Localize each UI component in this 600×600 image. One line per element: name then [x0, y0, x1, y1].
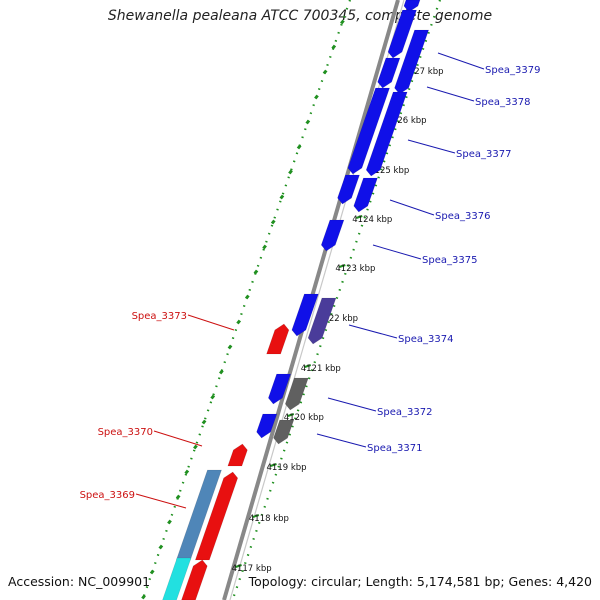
- gene-bar-spea-3376[interactable]: [337, 174, 360, 205]
- gene-labels: Spea_3379 Spea_3378 Spea_3377 Spea_3376 Spea…: [80, 65, 541, 501]
- kbp-tick: [270, 463, 277, 467]
- gene-bar-cyan[interactable]: [162, 557, 192, 600]
- leader-line: [389, 199, 435, 216]
- ruler-dash: [305, 119, 311, 125]
- gene-bar[interactable]: [353, 177, 378, 213]
- ruler-dash: [158, 544, 164, 550]
- kbp-tick-label: 4119 kbp: [267, 463, 307, 473]
- ruler-dash: [218, 369, 224, 375]
- ruler-dash: [244, 294, 250, 300]
- kbp-tick: [339, 264, 346, 268]
- ruler-dash: [322, 69, 328, 75]
- ruler-dash: [253, 269, 259, 275]
- kbp-tick: [252, 514, 260, 518]
- gene-bar-spea-3373[interactable]: [266, 323, 290, 355]
- ruler-dash: [149, 569, 155, 575]
- ruler-dotted-track: [141, 0, 442, 600]
- ruler-dash: [279, 194, 285, 200]
- kbp-tick: [287, 413, 295, 417]
- ruler-dash: [288, 169, 293, 175]
- kbp-tick-label: 4118 kbp: [249, 514, 289, 524]
- kbp-tick-label: 4117 kbp: [232, 564, 272, 574]
- kbp-tick: [235, 564, 242, 568]
- leader-line: [187, 314, 235, 331]
- ruler-dash: [227, 344, 233, 350]
- gene-bar-spea-3379[interactable]: [387, 9, 417, 59]
- gene-bar[interactable]: [394, 29, 430, 95]
- gene-label-spea-3379[interactable]: Spea_3379: [485, 65, 540, 76]
- leader-line: [372, 244, 422, 260]
- gene-bar-spea-3372[interactable]: [268, 373, 292, 405]
- label-leader-lines: [135, 52, 485, 509]
- leader-line: [135, 493, 187, 509]
- gene-bar-grey[interactable]: [284, 377, 309, 411]
- gene-features: [162, 0, 430, 600]
- kbp-tick-label: 4122 kbp: [318, 314, 358, 324]
- gene-bar[interactable]: [365, 91, 408, 177]
- leader-line: [437, 52, 485, 70]
- gene-bar-spea-3377[interactable]: [347, 87, 390, 175]
- kbp-tick: [304, 364, 312, 368]
- gene-label-spea-3378[interactable]: Spea_3378: [475, 97, 530, 108]
- ruler-dash: [175, 494, 181, 500]
- ruler-dash: [201, 419, 207, 425]
- leader-line: [153, 430, 203, 447]
- kbp-tick: [355, 215, 363, 219]
- ruler-dash: [167, 519, 172, 525]
- ruler-dash: [141, 594, 146, 600]
- ruler-dash: [262, 244, 267, 250]
- gene-bar-spea-3378[interactable]: [377, 57, 401, 89]
- leader-line: [407, 139, 456, 154]
- gene-bar-spea-3374[interactable]: [291, 293, 319, 337]
- ruler-dash: [193, 444, 198, 450]
- kbp-tick-label: 4120 kbp: [284, 413, 324, 423]
- ruler-dash: [270, 219, 276, 225]
- ruler-dash: [184, 469, 190, 475]
- accession-text: Accession: NC_009901: [8, 574, 151, 589]
- gene-label-spea-3369[interactable]: Spea_3369: [80, 490, 135, 501]
- topology-text: Topology: circular; Length: 5,174,581 bp…: [248, 574, 592, 589]
- gene-label-spea-3375[interactable]: Spea_3375: [422, 255, 477, 266]
- inner-ruler-line: [141, 0, 352, 600]
- gene-bar[interactable]: [181, 559, 208, 600]
- kbp-tick-label: 4121 kbp: [301, 364, 341, 374]
- gene-bar-spea-3375[interactable]: [320, 219, 345, 252]
- gene-bar-spea-3369[interactable]: [194, 471, 239, 561]
- ruler-dash: [331, 44, 337, 50]
- leader-line: [426, 86, 475, 102]
- leader-line: [316, 433, 367, 448]
- ruler-dash: [296, 144, 302, 150]
- kbp-tick-label: 4123 kbp: [335, 264, 375, 274]
- gene-bar-purple[interactable]: [307, 297, 337, 345]
- ruler-dash: [210, 394, 216, 400]
- kbp-tick-label: 4126 kbp: [387, 116, 427, 126]
- ruler-dash: [236, 319, 242, 325]
- gene-label-spea-3371[interactable]: Spea_3371: [367, 443, 422, 454]
- gene-label-spea-3373[interactable]: Spea_3373: [132, 311, 187, 322]
- gene-label-spea-3376[interactable]: Spea_3376: [435, 211, 490, 222]
- ruler-dash: [340, 19, 345, 25]
- gene-label-spea-3370[interactable]: Spea_3370: [98, 427, 153, 438]
- gene-bar-spea-3371[interactable]: [256, 413, 278, 439]
- leader-line: [327, 397, 377, 412]
- gene-bar-spea-3370[interactable]: [227, 443, 248, 467]
- kbp-tick-marks: 4117 kbp 4118 kbp 4119 kbp 4120 kbp 4121 kbp…: [232, 67, 444, 574]
- gene-label-spea-3372[interactable]: Spea_3372: [377, 407, 432, 418]
- ruler-dash: [314, 94, 319, 100]
- gene-label-spea-3374[interactable]: Spea_3374: [398, 334, 453, 345]
- gene-bar-grey[interactable]: [273, 419, 295, 445]
- gene-label-spea-3377[interactable]: Spea_3377: [456, 149, 511, 160]
- leader-line: [348, 324, 398, 339]
- kbp-tick-label: 4127 kbp: [403, 67, 443, 77]
- kbp-tick-label: 4124 kbp: [352, 215, 392, 225]
- kbp-tick-label: 4125 kbp: [369, 166, 409, 176]
- outer-ruler-line: [231, 0, 442, 600]
- gene-bar[interactable]: [403, 0, 421, 13]
